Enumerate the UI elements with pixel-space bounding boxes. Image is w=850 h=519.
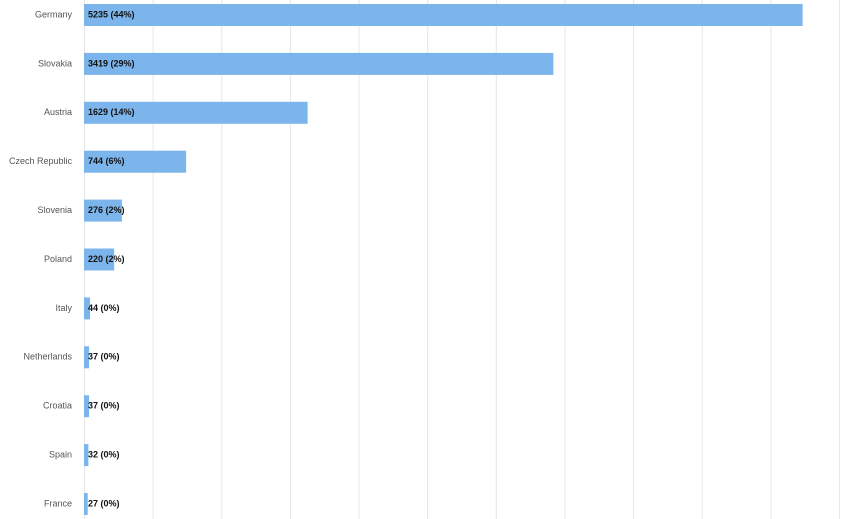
bar [84,493,88,515]
y-tick-label: Spain [49,449,72,459]
y-tick-label: Austria [44,107,72,117]
y-tick-label: Slovenia [37,205,72,215]
bar [84,52,554,75]
y-tick-label: Croatia [43,401,72,411]
bar [84,297,91,320]
data-label: 44 (0%) [88,303,120,313]
data-label: 5235 (44%) [88,9,135,19]
bar [84,248,115,271]
data-label: 1629 (14%) [88,107,135,117]
data-label: 276 (2%) [88,205,125,215]
y-tick-label: Poland [44,254,72,264]
bar [84,199,122,222]
data-label: 27 (0%) [88,498,120,508]
bar [84,346,90,369]
bar [84,4,803,26]
data-label: 37 (0%) [88,352,120,362]
data-label: 32 (0%) [88,449,120,459]
data-label: 220 (2%) [88,254,125,264]
bar [84,444,89,467]
bar [84,150,187,173]
y-tick-label: Slovakia [38,58,72,68]
data-label: 37 (0%) [88,401,120,411]
data-label: 744 (6%) [88,156,125,166]
bar [84,101,308,124]
bar [84,395,90,418]
y-tick-label: Germany [35,9,73,19]
y-tick-label: Czech Republic [9,156,73,166]
y-tick-label: France [44,498,72,508]
y-tick-label: Netherlands [23,352,72,362]
y-tick-label: Italy [55,303,72,313]
data-label: 3419 (29%) [88,58,135,68]
